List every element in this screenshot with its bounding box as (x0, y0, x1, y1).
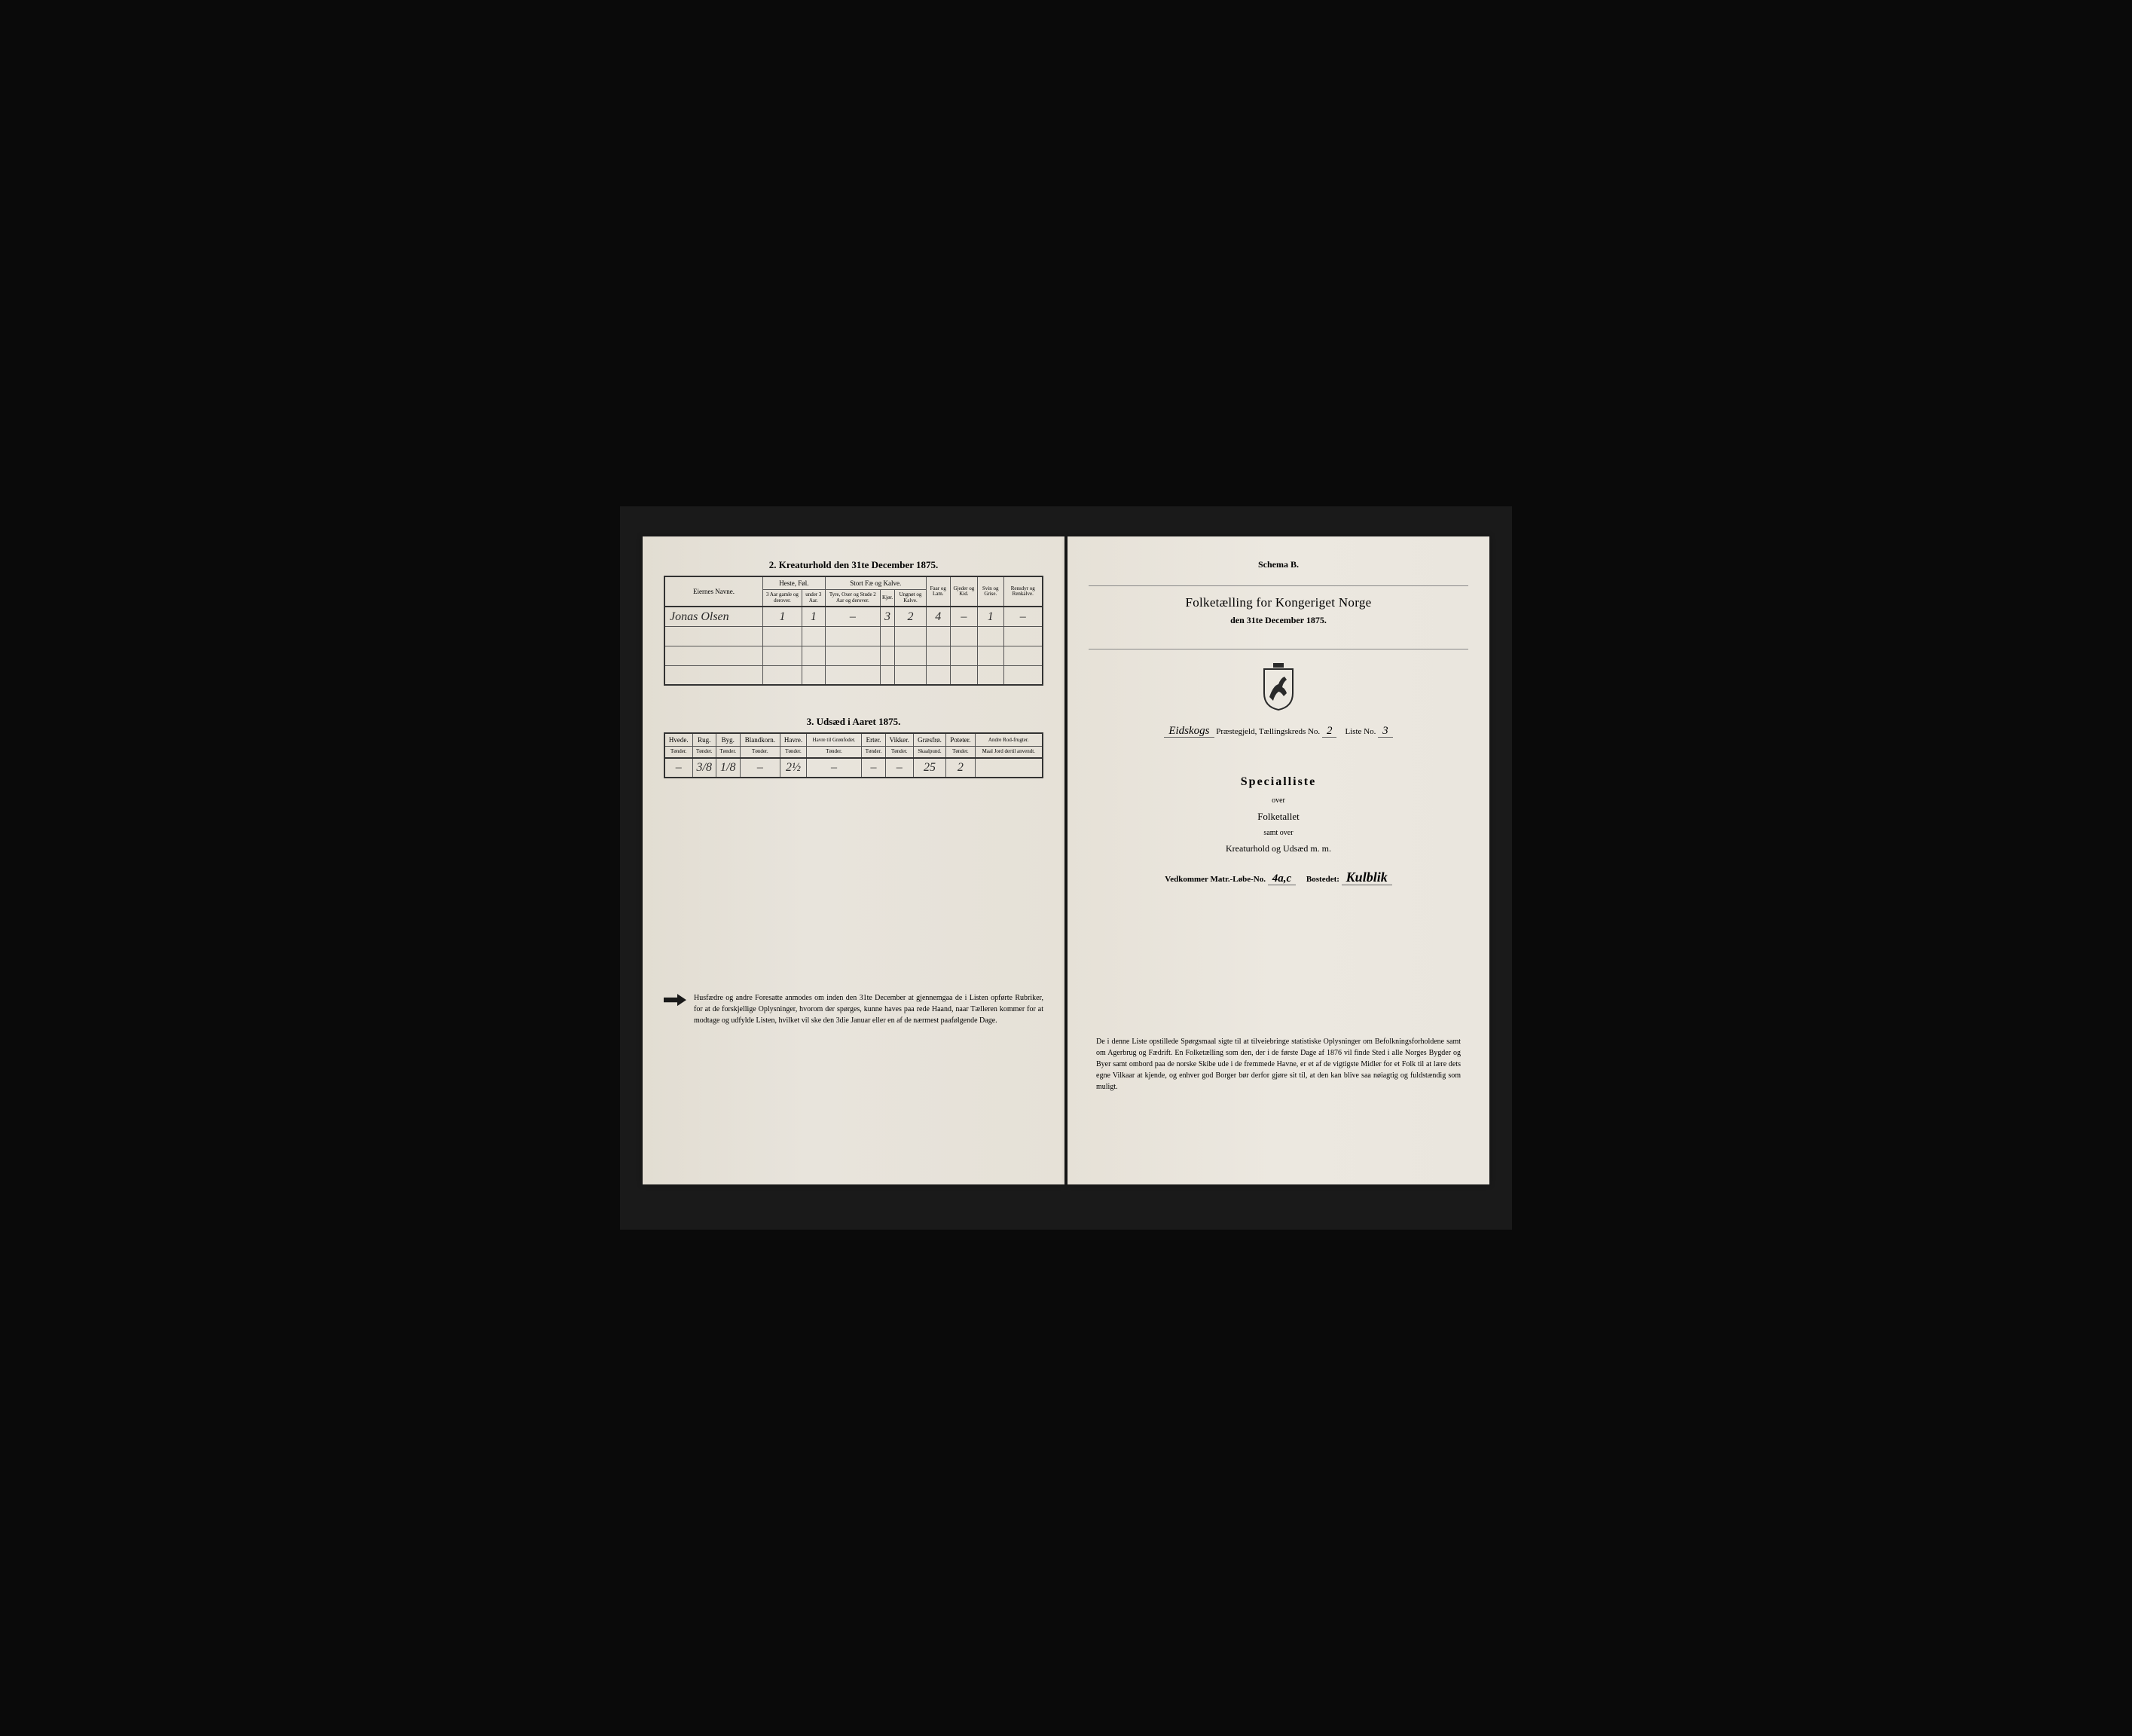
c8: Vikker. (885, 733, 913, 747)
r6: – (806, 758, 861, 778)
v7: – (950, 607, 977, 626)
v3: – (825, 607, 880, 626)
col-cows: Kjør. (880, 590, 894, 607)
parish-line: Eidskogs Præstegjeld, Tællingskreds No. … (1089, 725, 1468, 738)
c9: Græsfrø. (913, 733, 946, 747)
r8: – (885, 758, 913, 778)
r10: 2 (946, 758, 975, 778)
left-page: 2. Kreaturhold den 31te December 1875. E… (643, 536, 1064, 1184)
c10: Poteter. (946, 733, 975, 747)
u11: Maal Jord dertil anvendt. (975, 747, 1043, 758)
r7: – (862, 758, 886, 778)
bosted-name: Kulblik (1342, 870, 1392, 885)
col-calves: Ungnøt og Kalve. (895, 590, 927, 607)
u2: Tønder. (692, 747, 716, 758)
left-footnote-text: Husfædre og andre Foresatte anmodes om i… (694, 992, 1043, 1026)
c11: Andre Rod-frugter. (975, 733, 1043, 747)
c5: Havre. (780, 733, 807, 747)
matr-no: 4a,c (1268, 873, 1296, 885)
right-footnote: De i denne Liste opstillede Spørgsmaal s… (1089, 1036, 1468, 1093)
v1: 1 (763, 607, 802, 626)
v8: 1 (978, 607, 1003, 626)
c1: Hvede. (664, 733, 692, 747)
owner-name: Jonas Olsen (664, 607, 763, 626)
c4: Blandkorn. (740, 733, 780, 747)
c7: Erter. (862, 733, 886, 747)
u3: Tønder. (716, 747, 741, 758)
liste-label: Liste No. (1345, 727, 1376, 736)
spec-folketallet: Folketallet (1089, 811, 1468, 823)
u10: Tønder. (946, 747, 975, 758)
right-page: Schema B. Folketælling for Kongeriget No… (1068, 536, 1489, 1184)
v6: 4 (926, 607, 950, 626)
spec-over: over (1089, 796, 1468, 805)
c2: Rug. (692, 733, 716, 747)
c6: Havre til Grønfoder. (806, 733, 861, 747)
col-sheep: Faar og Lam. (926, 576, 950, 607)
parish-label: Præstegjeld, Tællingskreds No. (1216, 727, 1320, 736)
u8: Tønder. (885, 747, 913, 758)
section3-title: 3. Udsæd i Aaret 1875. (664, 716, 1043, 728)
r11 (975, 758, 1043, 778)
r4: – (740, 758, 780, 778)
col-pigs: Svin og Grise. (978, 576, 1003, 607)
scan-frame: 2. Kreaturhold den 31te December 1875. E… (620, 506, 1512, 1230)
spec-samt: samt over (1089, 829, 1468, 837)
r3: 1/8 (716, 758, 741, 778)
grp-horse: Heste, Føl. (763, 576, 826, 590)
left-footnote-block: Husfædre og andre Foresatte anmodes om i… (664, 992, 1043, 1026)
u4: Tønder. (740, 747, 780, 758)
v2: 1 (802, 607, 825, 626)
kreds-no: 2 (1322, 725, 1337, 738)
u9: Skaalpund. (913, 747, 946, 758)
col-reindeer: Rensdyr og Renkalve. (1003, 576, 1043, 607)
col-owner: Eiernes Navne. (664, 576, 763, 607)
liste-no: 3 (1378, 725, 1393, 738)
r5: 2½ (780, 758, 807, 778)
parish-name: Eidskogs (1164, 725, 1214, 738)
v4: 3 (880, 607, 894, 626)
u7: Tønder. (862, 747, 886, 758)
coat-of-arms-icon (1258, 663, 1299, 711)
u6: Tønder. (806, 747, 861, 758)
v5: 2 (895, 607, 927, 626)
r1: – (664, 758, 692, 778)
pointer-icon (664, 994, 686, 1006)
census-title: Folketælling for Kongeriget Norge (1089, 595, 1468, 610)
grp-cattle: Stort Fæ og Kalve. (825, 576, 926, 590)
u5: Tønder. (780, 747, 807, 758)
matr-line: Vedkommer Matr.-Løbe-No. 4a,c Bostedet: … (1089, 870, 1468, 885)
col-bulls: Tyre, Oxer og Stude 2 Aar og derover. (825, 590, 880, 607)
bosted-label: Bostedet: (1306, 875, 1339, 884)
schema-label: Schema B. (1089, 559, 1468, 570)
spec-kreatur: Kreaturhold og Udsæd m. m. (1089, 843, 1468, 854)
census-subtitle: den 31te December 1875. (1089, 615, 1468, 626)
r9: 25 (913, 758, 946, 778)
spec-title: Specialliste (1089, 775, 1468, 789)
matr-label: Vedkommer Matr.-Løbe-No. (1165, 875, 1266, 884)
col-horse-old: 3 Aar gamle og derover. (763, 590, 802, 607)
col-horse-young: under 3 Aar. (802, 590, 825, 607)
livestock-table: Eiernes Navne. Heste, Føl. Stort Fæ og K… (664, 576, 1043, 686)
r2: 3/8 (692, 758, 716, 778)
c3: Byg. (716, 733, 741, 747)
u1: Tønder. (664, 747, 692, 758)
col-goats: Gjeder og Kid. (950, 576, 977, 607)
section2-title: 2. Kreaturhold den 31te December 1875. (664, 559, 1043, 571)
v9: – (1003, 607, 1043, 626)
seed-table: Hvede. Rug. Byg. Blandkorn. Havre. Havre… (664, 732, 1043, 778)
